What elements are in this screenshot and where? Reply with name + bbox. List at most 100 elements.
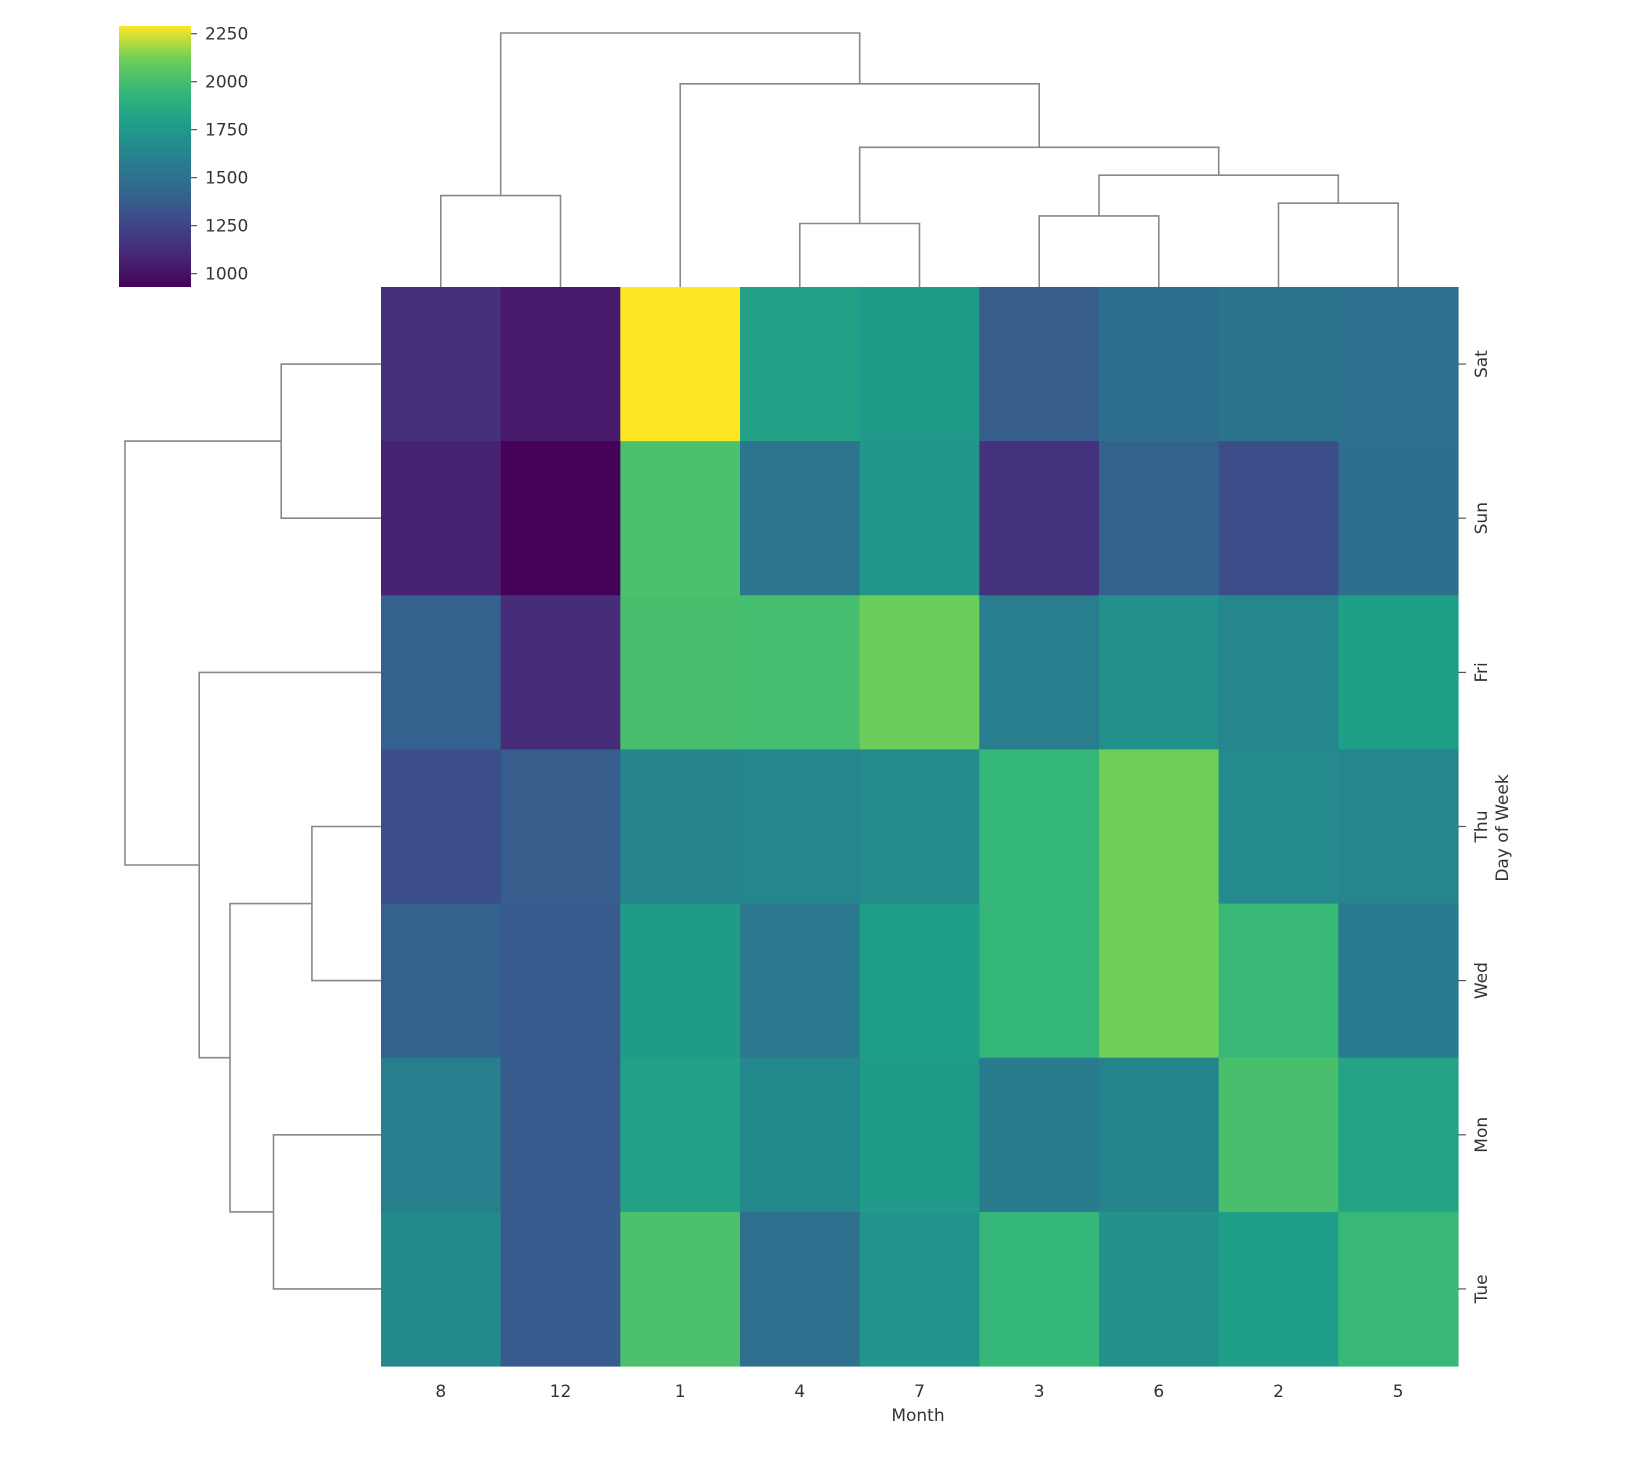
y-axis-ticks: Sat Sun Fri Thu Wed Mon Tue bbox=[1458, 350, 1492, 1304]
heatmap-cell-Thu-7 bbox=[859, 749, 980, 905]
x-tick-label: 8 bbox=[435, 1382, 446, 1402]
heatmap-cell-Fri-7 bbox=[859, 595, 980, 751]
colorbar-tick-label: 1500 bbox=[205, 169, 248, 189]
heatmap-cell-Wed-12 bbox=[500, 903, 621, 1059]
heatmap-cell-Fri-4 bbox=[740, 595, 861, 751]
colorbar-tick-label: 2000 bbox=[205, 73, 248, 93]
heatmap-cell-Sat-8 bbox=[381, 287, 502, 442]
x-tick-label: 3 bbox=[1034, 1382, 1045, 1402]
heatmap-cell-Tue-7 bbox=[859, 1211, 980, 1367]
x-tick-label: 7 bbox=[914, 1382, 925, 1402]
heatmap-cell-Mon-12 bbox=[500, 1057, 621, 1213]
colorbar-gradient bbox=[119, 26, 191, 287]
row-dendrogram bbox=[124, 363, 381, 1290]
x-tick-label: 4 bbox=[794, 1382, 805, 1402]
heatmap-cell-Thu-2 bbox=[1218, 749, 1339, 905]
heatmap-cell-Mon-6 bbox=[1099, 1057, 1220, 1213]
y-tick-label: Thu bbox=[1472, 811, 1492, 844]
heatmap-cell-Tue-4 bbox=[740, 1211, 861, 1367]
heatmap-cell-Fri-6 bbox=[1099, 595, 1220, 751]
colorbar-tick-label: 2250 bbox=[205, 25, 248, 45]
x-axis-ticks: 8 12 1 4 7 3 6 2 5 bbox=[435, 1382, 1403, 1402]
heatmap-cell-Sat-3 bbox=[979, 287, 1100, 442]
dendrogram-link bbox=[858, 146, 1220, 224]
dendrogram-link bbox=[272, 1134, 381, 1290]
heatmap-cell-Thu-8 bbox=[381, 749, 502, 905]
heatmap-cell-Mon-3 bbox=[979, 1057, 1100, 1213]
heatmap-cell-Wed-8 bbox=[381, 903, 502, 1059]
heatmap-cell-Fri-12 bbox=[500, 595, 621, 751]
y-tick-label: Fri bbox=[1472, 662, 1492, 682]
heatmap-cell-Thu-4 bbox=[740, 749, 861, 905]
y-tick-label: Mon bbox=[1472, 1117, 1492, 1153]
heatmap-cell-Tue-3 bbox=[979, 1211, 1100, 1367]
heatmap-cell-Thu-3 bbox=[979, 749, 1100, 905]
heatmap-cell-Sun-1 bbox=[620, 441, 741, 596]
heatmap-cell-Fri-2 bbox=[1218, 595, 1339, 751]
y-tick-label: Wed bbox=[1472, 962, 1492, 999]
heatmap-cell-Thu-12 bbox=[500, 749, 621, 905]
colorbar-tick-label: 1750 bbox=[205, 121, 248, 141]
heatmap-cell-Mon-7 bbox=[859, 1057, 980, 1213]
colorbar-ticks: 1000 1250 1500 1750 2000 2250 bbox=[191, 25, 248, 285]
heatmap-cell-Sun-8 bbox=[381, 441, 502, 596]
y-tick-label: Tue bbox=[1472, 1274, 1492, 1304]
colorbar: 1000 1250 1500 1750 2000 2250 bbox=[119, 25, 248, 287]
heatmap-cell-Thu-6 bbox=[1099, 749, 1220, 905]
dendrogram-link bbox=[439, 194, 562, 287]
heatmap-cell-Tue-5 bbox=[1338, 1211, 1459, 1367]
y-axis-title: Day of Week bbox=[1493, 774, 1513, 881]
heatmap-cell-Sat-2 bbox=[1218, 287, 1339, 442]
column-dendrogram bbox=[439, 32, 1399, 287]
heatmap-cell-Fri-8 bbox=[381, 595, 502, 751]
heatmap-cell-Wed-7 bbox=[859, 903, 980, 1059]
heatmap-cell-Mon-4 bbox=[740, 1057, 861, 1213]
heatmap-cell-Wed-4 bbox=[740, 903, 861, 1059]
x-tick-label: 2 bbox=[1273, 1382, 1284, 1402]
heatmap-cell-Wed-5 bbox=[1338, 903, 1459, 1059]
heatmap-cell-Tue-8 bbox=[381, 1211, 502, 1367]
heatmap-cell-Sat-12 bbox=[500, 287, 621, 442]
heatmap-cell-Thu-5 bbox=[1338, 749, 1459, 905]
heatmap-cell-Mon-8 bbox=[381, 1057, 502, 1213]
heatmap-cell-Fri-5 bbox=[1338, 595, 1459, 751]
heatmap-cell-Tue-12 bbox=[500, 1211, 621, 1367]
heatmap-cell-Mon-1 bbox=[620, 1057, 741, 1213]
heatmap-cell-Wed-3 bbox=[979, 903, 1100, 1059]
dendrogram-link bbox=[311, 825, 381, 982]
dendrogram-link bbox=[229, 902, 312, 1213]
heatmap-cell-Wed-2 bbox=[1218, 903, 1339, 1059]
dendrogram-link bbox=[1277, 202, 1399, 287]
heatmap-cell-Thu-1 bbox=[620, 749, 741, 905]
dendrogram-link bbox=[1038, 215, 1160, 287]
heatmap-cell-Sat-5 bbox=[1338, 287, 1459, 442]
heatmap-cell-Sun-4 bbox=[740, 441, 861, 596]
x-tick-label: 5 bbox=[1393, 1382, 1404, 1402]
dendrogram-link bbox=[198, 671, 381, 1059]
dendrogram-link bbox=[1098, 174, 1340, 216]
heatmap-cell-Wed-1 bbox=[620, 903, 741, 1059]
heatmap-cell-Tue-2 bbox=[1218, 1211, 1339, 1367]
heatmap-cell-Mon-5 bbox=[1338, 1057, 1459, 1213]
heatmap-cells bbox=[381, 287, 1459, 1367]
heatmap-cell-Tue-6 bbox=[1099, 1211, 1220, 1367]
x-tick-label: 12 bbox=[550, 1382, 572, 1402]
heatmap-cell-Sat-4 bbox=[740, 287, 861, 442]
heatmap-cell-Sun-12 bbox=[500, 441, 621, 596]
heatmap-cell-Sat-6 bbox=[1099, 287, 1220, 442]
heatmap-cell-Tue-1 bbox=[620, 1211, 741, 1367]
colorbar-tick-label: 1000 bbox=[205, 265, 248, 285]
x-axis-title: Month bbox=[891, 1406, 944, 1426]
x-tick-label: 1 bbox=[675, 1382, 686, 1402]
dendrogram-link bbox=[280, 363, 381, 520]
heatmap-cell-Sun-7 bbox=[859, 441, 980, 596]
x-tick-label: 6 bbox=[1153, 1382, 1164, 1402]
heatmap-cell-Wed-6 bbox=[1099, 903, 1220, 1059]
dendrogram-link bbox=[499, 32, 861, 196]
heatmap-cell-Fri-3 bbox=[979, 595, 1100, 751]
y-tick-label: Sat bbox=[1472, 350, 1492, 378]
heatmap-cell-Sun-6 bbox=[1099, 441, 1220, 596]
dendrogram-link bbox=[124, 440, 282, 866]
colorbar-tick-label: 1250 bbox=[205, 217, 248, 237]
